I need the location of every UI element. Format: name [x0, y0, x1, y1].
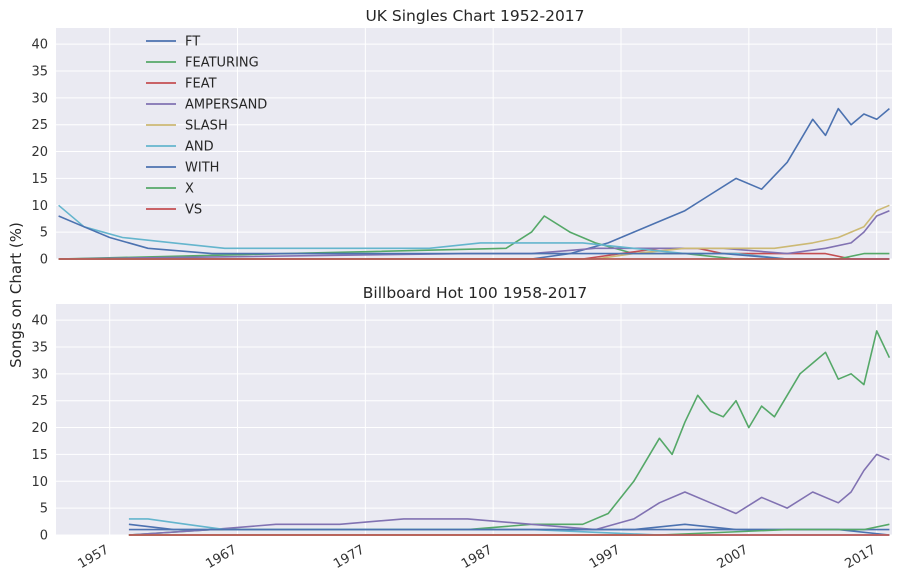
y-tick-label: 30 — [31, 367, 48, 382]
x-tick-label: 1967 — [203, 542, 239, 572]
legend-label-x: X — [185, 182, 194, 197]
series-line-featuring — [128, 330, 891, 536]
y-tick-label: 25 — [31, 118, 48, 133]
y-tick-label: 10 — [31, 199, 48, 214]
y-tick-label: 35 — [31, 340, 48, 355]
y-tick-label: 40 — [31, 314, 48, 329]
legend-label-vs: VS — [185, 203, 202, 218]
legend-label-ft: FT — [185, 35, 200, 50]
x-tick-label: 2007 — [715, 542, 751, 572]
y-tick-label: 30 — [31, 91, 48, 106]
legend: FT FEATURING FEAT AMPERSAND SLASH AND WITH X VS — [146, 35, 267, 218]
y-tick-label: 15 — [31, 448, 48, 463]
y-tick-label: 20 — [31, 421, 48, 436]
legend-label-slash: SLASH — [185, 119, 228, 134]
series-line-and — [58, 204, 890, 260]
series-line-ampersand — [128, 453, 890, 536]
x-tick-label: 1997 — [587, 542, 623, 572]
series-line-slash — [58, 204, 890, 260]
legend-label-ampersand: AMPERSAND — [185, 98, 267, 113]
y-tick-label: 25 — [31, 394, 48, 409]
y-tick-label: 10 — [31, 475, 48, 490]
y-tick-label: 5 — [40, 502, 48, 517]
y-tick-label: 5 — [40, 226, 48, 241]
series-line-with — [58, 215, 890, 260]
legend-label-featuring: FEATURING — [185, 56, 259, 71]
legend-label-feat: FEAT — [185, 77, 217, 92]
plot-area — [56, 304, 892, 535]
uk-chart-panel: UK Singles Chart 1952-2017 0 5 10 15 20 25 30 3… — [31, 7, 892, 268]
y-tick-label: 40 — [31, 38, 48, 53]
x-tick-label: 1987 — [459, 542, 495, 572]
x-tick-label: 2017 — [843, 542, 879, 572]
y-tick-label: 20 — [31, 145, 48, 160]
x-tick-label: 1977 — [331, 542, 367, 572]
chart-title-uk: UK Singles Chart 1952-2017 — [365, 7, 584, 25]
y-axis-label: Songs on Chart (%) — [7, 222, 25, 368]
legend-label-with: WITH — [185, 161, 219, 176]
y-tick-label: 0 — [40, 253, 48, 268]
legend-label-and: AND — [185, 140, 214, 155]
chart-title-billboard: Billboard Hot 100 1958-2017 — [363, 284, 587, 302]
y-tick-label: 15 — [31, 172, 48, 187]
plot-area — [56, 28, 892, 259]
series-line-ft — [58, 107, 890, 260]
billboard-chart-panel: Billboard Hot 100 1958-2017 0 5 10 15 20 25 30… — [31, 284, 892, 572]
x-tick-label: 1957 — [76, 542, 112, 572]
y-tick-label: 35 — [31, 64, 48, 79]
y-tick-label: 0 — [40, 529, 48, 544]
